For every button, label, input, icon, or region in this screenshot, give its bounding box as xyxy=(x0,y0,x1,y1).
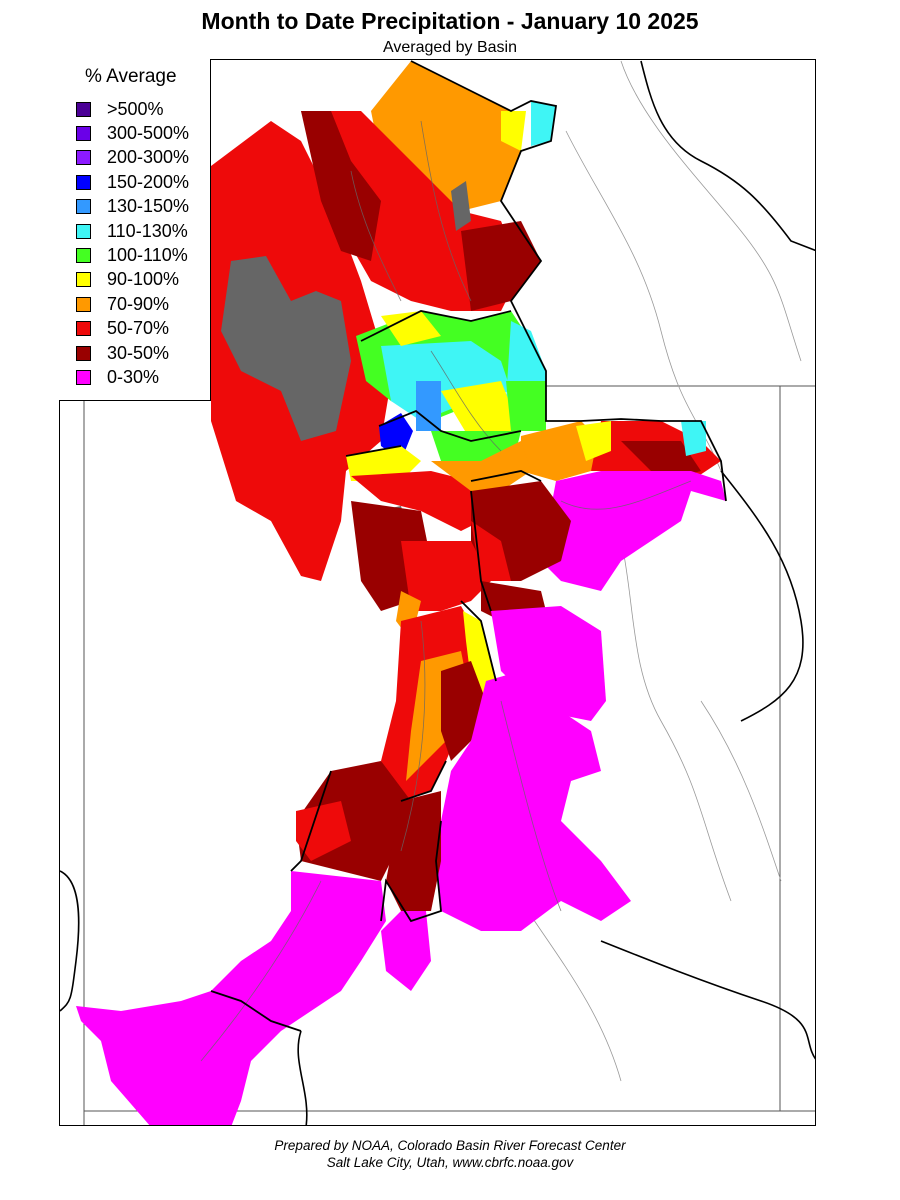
legend-swatch xyxy=(76,125,91,141)
legend-item: 0-30% xyxy=(76,367,159,387)
legend-label: 70-90% xyxy=(107,293,170,314)
precipitation-map[interactable] xyxy=(59,59,816,1126)
legend-item: 200-300% xyxy=(76,147,190,168)
basin-upper-green-darkred-2 xyxy=(461,221,541,311)
basin-yampa-green xyxy=(506,381,546,431)
legend-label: >500% xyxy=(107,98,164,119)
legend-title: % Average xyxy=(85,66,177,87)
basin-boundaries xyxy=(210,60,727,1032)
legend-item: 70-90% xyxy=(76,294,169,314)
basin-escalante-magenta-small xyxy=(381,911,431,991)
legend-label: 50-70% xyxy=(107,318,170,339)
legend-label: 100-110% xyxy=(107,244,188,265)
basin-sevier-central-darkred xyxy=(441,661,486,761)
basin-weber-red xyxy=(351,471,481,531)
legend-swatch xyxy=(76,174,91,190)
legend-swatch xyxy=(76,296,91,312)
footer-line-1: Prepared by NOAA, Colorado Basin River F… xyxy=(274,1138,626,1153)
basin-white-cyan xyxy=(681,421,706,456)
basin-sevier-red xyxy=(401,541,491,611)
basin-dirty-devil-magenta xyxy=(436,671,631,931)
no-data-great-salt-lake xyxy=(221,256,351,441)
basin-uinta-blue-light xyxy=(416,381,441,431)
legend-label: 300-500% xyxy=(107,122,190,143)
legend-label: 110-130% xyxy=(107,220,188,241)
basin-colorado-headwaters xyxy=(541,471,726,591)
legend-swatch xyxy=(76,345,91,361)
legend-item: 150-200% xyxy=(76,172,189,192)
basin-weber-orange xyxy=(431,441,531,491)
legend-label: 130-150% xyxy=(107,196,190,217)
legend-item: >500% xyxy=(76,99,164,119)
basin-rivers xyxy=(200,120,692,1062)
basin-upper-green-yellow xyxy=(501,111,526,151)
legend-swatch xyxy=(76,150,91,166)
page-subtitle: Averaged by Basin xyxy=(382,39,517,56)
basin-upper-green-darkred xyxy=(301,111,381,261)
legend-swatch xyxy=(76,272,91,288)
legend-swatch xyxy=(76,247,91,263)
basin-fills xyxy=(76,61,726,1125)
legend-label: 30-50% xyxy=(107,342,170,363)
background-basins xyxy=(60,60,815,1125)
legend-swatch xyxy=(76,223,91,239)
basin-uinta-yellow xyxy=(381,311,441,346)
legend-item: 130-150% xyxy=(76,196,190,217)
legend-label: 90-100% xyxy=(107,269,180,290)
basin-map-svg xyxy=(60,60,815,1125)
footer-line-2: Salt Lake City, Utah, www.cbrfc.noaa.gov xyxy=(326,1155,574,1170)
basin-lower-sevier-red xyxy=(296,801,351,861)
legend-item: 50-70% xyxy=(76,318,170,339)
basin-uinta-yellow-2 xyxy=(441,381,521,441)
legend-swatch xyxy=(76,101,91,117)
legend-swatch xyxy=(76,369,91,385)
page-title: Month to Date Precipitation - January 10… xyxy=(201,8,699,34)
map-legend: % Average >500% 300-500% 200-300% 150-200% 1… xyxy=(59,59,211,401)
basin-uinta-cyan xyxy=(381,341,511,421)
basin-weber-yellow xyxy=(346,446,421,481)
basin-upper-green-cyan xyxy=(531,101,556,146)
no-data-fontenelle xyxy=(451,181,471,231)
legend-item: 100-110% xyxy=(76,245,188,265)
legend-item: 90-100% xyxy=(76,269,180,290)
basin-escalante-darkred xyxy=(386,791,441,911)
legend-item: 300-500% xyxy=(76,123,189,143)
legend-item: 30-50% xyxy=(76,343,169,363)
legend-swatch xyxy=(76,321,91,337)
legend-label: 200-300% xyxy=(107,147,190,168)
legend-label: 150-200% xyxy=(107,171,190,192)
legend-swatch xyxy=(76,199,91,215)
basin-price-magenta xyxy=(491,606,606,721)
basin-white-yellow xyxy=(576,421,611,461)
footer-credits: Prepared by NOAA, Colorado Basin River F… xyxy=(0,1137,900,1171)
legend-item: 110-130% xyxy=(76,221,188,241)
legend-label: 0-30% xyxy=(107,366,160,387)
